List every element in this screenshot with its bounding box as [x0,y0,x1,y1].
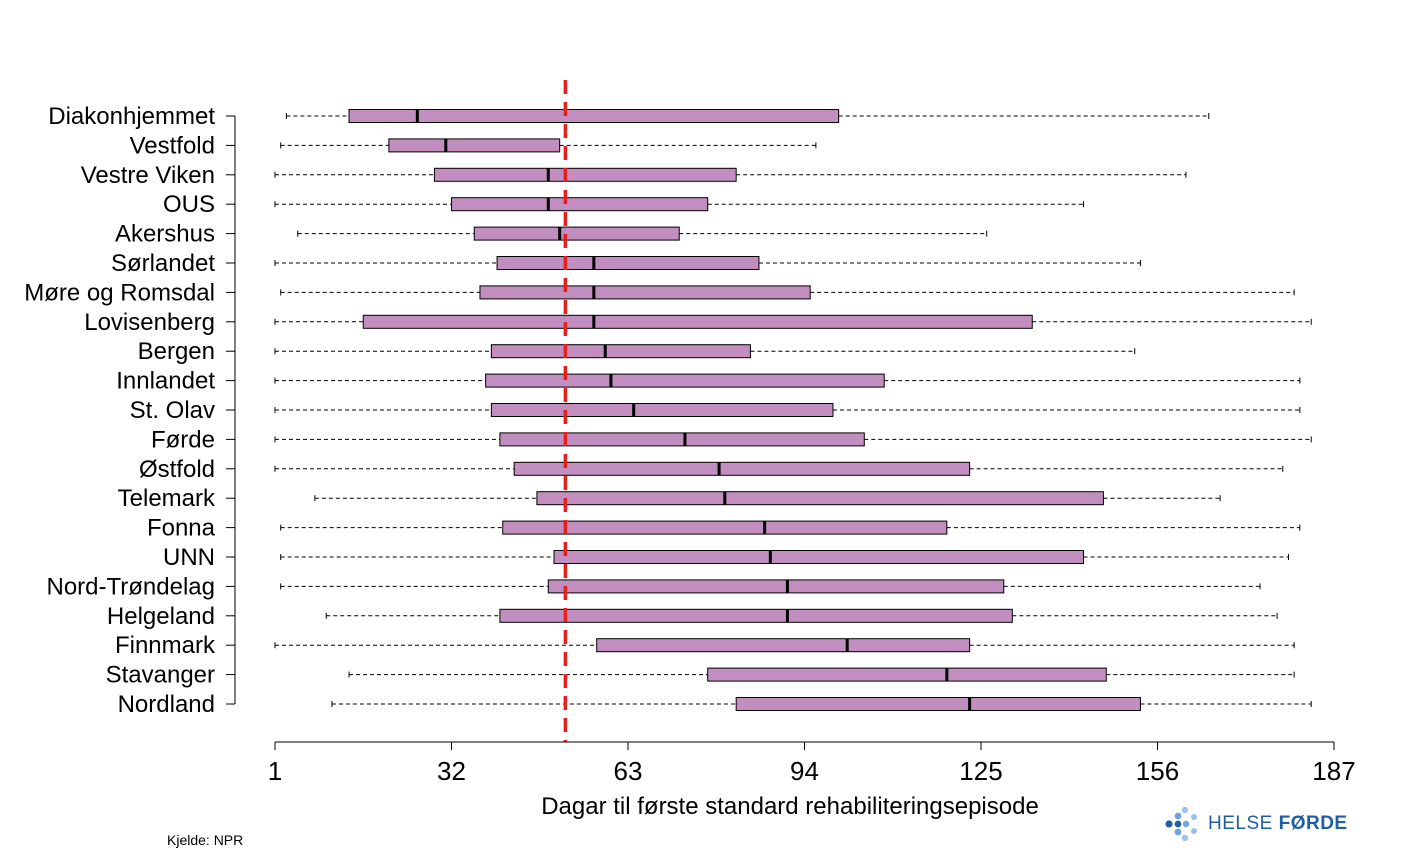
box-rect [499,608,1013,623]
box-rect [490,344,751,359]
box-15 [280,520,1301,535]
box-19 [274,638,1295,653]
x-tick-label: 1 [268,756,282,786]
box-rect [596,638,971,653]
logo-text-regular: HELSE [1208,813,1279,834]
x-tick-label: 125 [959,756,1002,786]
box-rect [513,461,971,476]
box-17 [280,579,1261,594]
box-14 [314,491,1221,506]
y-tick-label: Møre og Romsdal [24,279,215,306]
y-tick-label: Sørlandet [111,250,215,277]
box-rect [362,314,1033,329]
logo-text: HELSE FØRDE [1208,813,1348,835]
source-note: Kjelde: NPR [167,832,244,848]
y-tick-label: Førde [151,426,215,453]
box-rect [479,285,811,300]
box-rect [499,432,865,447]
box-2 [280,138,817,153]
y-tick-label: Diakonhjemmet [48,103,215,130]
box-rect [388,138,561,153]
y-tick-label: St. Olav [130,397,215,424]
box-20 [348,667,1295,682]
box-7 [280,285,1295,300]
box-rect [496,256,760,270]
y-tick-label: UNN [163,544,215,571]
box-rect [707,667,1107,682]
y-tick-label: Nordland [118,691,215,718]
box-series [274,109,1312,711]
box-16 [280,550,1289,564]
x-tick-label: 32 [437,756,466,786]
y-tick-label: Fonna [147,515,216,542]
box-21 [331,697,1312,711]
box-10 [274,373,1301,388]
x-tick-label: 156 [1136,756,1179,786]
x-axis-title: Dagar til første standard rehabilitering… [541,793,1039,820]
x-axis: 1 32 63 94 125 156 187 [268,741,1356,786]
y-tick-label: Nord-Trøndelag [46,573,215,600]
box-18 [325,608,1278,623]
box-4 [274,197,1084,212]
box-rect [553,550,1084,564]
box-11 [274,403,1301,417]
box-rect [536,491,1104,506]
y-tick-label: Vestre Viken [81,162,215,189]
y-tick-label: Akershus [115,221,215,248]
y-tick-label: Vestfold [130,132,215,159]
box-8 [274,314,1312,329]
y-tick-label: Finnmark [115,632,216,659]
box-rect [547,579,1005,594]
y-tick-label: Bergen [138,338,215,365]
x-tick-label: 94 [790,756,819,786]
box-rect [451,197,709,212]
helse-forde-logo: HELSE FØRDE [1164,807,1348,841]
x-tick-label: 63 [614,756,643,786]
y-tick-label: Lovisenberg [84,309,215,336]
x-tick-label: 187 [1312,756,1355,786]
y-tick-label: Innlandet [116,368,215,395]
logo-dots-icon [1165,807,1197,841]
box-6 [274,256,1141,270]
box-rect [473,226,680,241]
box-3 [274,167,1187,182]
y-tick-label: Helgeland [107,603,215,630]
box-9 [274,344,1136,359]
box-rect [502,520,948,535]
logo-text-bold: FØRDE [1278,813,1348,834]
box-rect [735,697,1141,711]
box-13 [274,461,1284,476]
box-rect [490,403,834,417]
box-rect [433,167,737,182]
box-5 [297,226,988,241]
y-tick-label: Telemark [118,485,216,512]
y-tick-label: Østfold [139,456,215,483]
box-12 [274,432,1312,447]
y-tick-label: OUS [163,191,215,218]
box-1 [285,109,1210,123]
box-rect [485,373,885,388]
box-rect [348,109,840,123]
y-tick-label: Stavanger [106,662,215,689]
